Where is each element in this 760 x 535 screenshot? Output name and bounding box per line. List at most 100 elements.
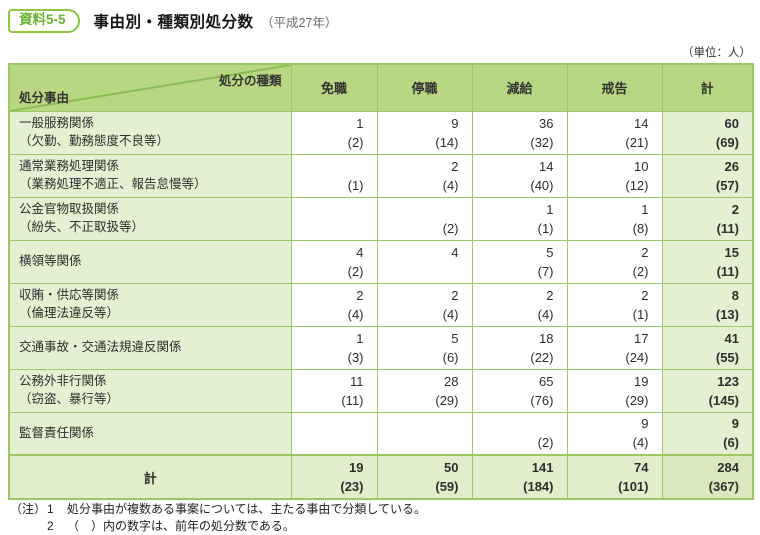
data-cell-pay-cut: 1 (1): [471, 196, 568, 241]
column-header-suspension: 停職: [376, 63, 473, 112]
data-cell-total: 123 (145): [661, 368, 754, 413]
data-cell-dismissal: 1 (3): [290, 325, 378, 370]
note-number: 1: [47, 502, 54, 516]
row-label-cell: 通常業務処理関係 （業務処理不適正、報告怠慢等）: [8, 153, 292, 198]
row-label-cell: 収賄・供応等関係 （倫理法違反等）: [8, 282, 292, 327]
corner-label-reason: 処分事由: [19, 90, 70, 105]
note-prefix-spacer: [10, 519, 40, 535]
data-cell-pay-cut: (2): [471, 411, 568, 456]
total-cell-pay-cut: 141 (184): [471, 454, 568, 500]
data-cell-dismissal: 11 (11): [290, 368, 378, 413]
data-cell-reprimand: 19 (29): [566, 368, 663, 413]
row-sublabel: （倫理法違反等）: [19, 305, 120, 320]
data-cell-reprimand: 2 (2): [566, 239, 663, 284]
data-cell-suspension: 2 (4): [376, 282, 473, 327]
table-row: 通常業務処理関係 （業務処理不適正、報告怠慢等） (1) 2 (4) 14 (40)…: [8, 153, 754, 198]
data-cell-dismissal: (1): [290, 153, 378, 198]
row-sublabel: （窃盗、暴行等）: [19, 391, 120, 406]
row-sublabel: （業務処理不適正、報告怠慢等）: [19, 176, 207, 191]
data-cell-reprimand: 9 (4): [566, 411, 663, 456]
data-cell-total: 26 (57): [661, 153, 754, 198]
row-sublabel: （欠勤、勤務態度不良等）: [19, 133, 170, 148]
data-cell-suspension: 28 (29): [376, 368, 473, 413]
data-cell-suspension: [376, 411, 473, 456]
header-row: 処分の種類 処分事由 免職 停職 減給 戒告 計: [8, 63, 754, 112]
row-label: 公務外非行関係: [19, 374, 107, 388]
data-cell-dismissal: [290, 411, 378, 456]
disposition-table: 処分の種類 処分事由 免職 停職 減給 戒告 計 一般服務関係 （欠勤、勤務態度…: [8, 63, 754, 500]
row-sublabel: （紛失、不正取扱等）: [19, 219, 145, 234]
corner-label-type: 処分の種類: [218, 74, 282, 88]
column-header-reprimand: 戒告: [566, 63, 663, 112]
row-label: 収賄・供応等関係: [19, 288, 120, 302]
data-cell-reprimand: 2 (1): [566, 282, 663, 327]
note-text: 処分事由が複数ある事案については、主たる事由で分類している。: [67, 502, 427, 516]
data-cell-total: 8 (13): [661, 282, 754, 327]
row-label: 監督責任関係: [19, 425, 95, 440]
data-cell-total: 60 (69): [661, 110, 754, 155]
row-label-cell: 一般服務関係 （欠勤、勤務態度不良等）: [8, 110, 292, 155]
row-label-cell: 公金官物取扱関係 （紛失、不正取扱等）: [8, 196, 292, 241]
table-row: 公金官物取扱関係 （紛失、不正取扱等） (2) 1 (1) 1 (8) 2 (11): [8, 196, 754, 241]
data-cell-reprimand: 10 (12): [566, 153, 663, 198]
row-label-cell: 横領等関係: [8, 239, 292, 284]
table-row: 一般服務関係 （欠勤、勤務態度不良等） 1 (2) 9 (14) 36 (32) 14…: [8, 110, 754, 155]
page-title-note: （平成27年）: [260, 15, 338, 30]
total-row: 計 19 (23) 50 (59) 141 (184) 74 (101) 284 (367…: [8, 454, 754, 500]
data-cell-total: 15 (11): [661, 239, 754, 284]
data-cell-pay-cut: 14 (40): [471, 153, 568, 198]
data-cell-reprimand: 1 (8): [566, 196, 663, 241]
page-header: 資料5-5 事由別・種類別処分数 （平成27年）: [8, 9, 337, 33]
table-row: 監督責任関係 (2) 9 (4) 9 (6): [8, 411, 754, 456]
page-title: 事由別・種類別処分数: [93, 13, 254, 31]
total-cell-grand-total: 284 (367): [661, 454, 754, 500]
row-label-cell: 公務外非行関係 （窃盗、暴行等）: [8, 368, 292, 413]
data-cell-total: 41 (55): [661, 325, 754, 370]
data-cell-pay-cut: 36 (32): [471, 110, 568, 155]
data-cell-reprimand: 14 (21): [566, 110, 663, 155]
data-cell-suspension: 2 (4): [376, 153, 473, 198]
total-cell-reprimand: 74 (101): [566, 454, 663, 500]
column-header-total: 計: [661, 63, 754, 112]
note-prefix: （注）: [10, 502, 47, 516]
total-cell-dismissal: 19 (23): [290, 454, 378, 500]
data-cell-dismissal: [290, 196, 378, 241]
data-cell-total: 2 (11): [661, 196, 754, 241]
table-row: 横領等関係 4 (2) 4 5 (7) 2 (2) 15 (11): [8, 239, 754, 284]
data-cell-pay-cut: 2 (4): [471, 282, 568, 327]
row-label: 一般服務関係: [19, 116, 95, 130]
data-cell-suspension: 4: [376, 239, 473, 284]
row-label: 公金官物取扱関係: [19, 202, 120, 216]
data-cell-suspension: 9 (14): [376, 110, 473, 155]
table-row: 交通事故・交通法規違反関係 1 (3) 5 (6) 18 (22) 17 (24) 41…: [8, 325, 754, 370]
data-cell-pay-cut: 5 (7): [471, 239, 568, 284]
data-cell-dismissal: 2 (4): [290, 282, 378, 327]
data-cell-pay-cut: 18 (22): [471, 325, 568, 370]
unit-label: （単位：人）: [682, 47, 751, 59]
total-cell-suspension: 50 (59): [376, 454, 473, 500]
table-row: 収賄・供応等関係 （倫理法違反等） 2 (4) 2 (4) 2 (4) 2 (1) 8(…: [8, 282, 754, 327]
column-header-dismissal: 免職: [290, 63, 378, 112]
table-row: 公務外非行関係 （窃盗、暴行等） 11 (11) 28 (29) 65 (76) 19…: [8, 368, 754, 413]
footnotes: （注） 1 処分事由が複数ある事案については、主たる事由で分類している。 2 （…: [10, 502, 752, 534]
column-header-pay-cut: 減給: [471, 63, 568, 112]
data-cell-reprimand: 17 (24): [566, 325, 663, 370]
note-text: （ ）内の数字は、前年の処分数である。: [67, 518, 295, 533]
data-cell-dismissal: 4 (2): [290, 239, 378, 284]
note-number: 2: [47, 518, 54, 533]
total-row-label: 計: [8, 454, 292, 500]
row-label: 通常業務処理関係: [19, 159, 120, 173]
data-cell-suspension: (2): [376, 196, 473, 241]
data-cell-total: 9 (6): [661, 411, 754, 456]
row-label: 交通事故・交通法規違反関係: [19, 339, 182, 354]
row-label: 横領等関係: [19, 253, 82, 268]
row-label-cell: 監督責任関係: [8, 411, 292, 456]
table-body: 一般服務関係 （欠勤、勤務態度不良等） 1 (2) 9 (14) 36 (32) 14…: [8, 110, 754, 456]
data-cell-dismissal: 1 (2): [290, 110, 378, 155]
data-cell-pay-cut: 65 (76): [471, 368, 568, 413]
row-label-cell: 交通事故・交通法規違反関係: [8, 325, 292, 370]
corner-cell: 処分の種類 処分事由: [8, 63, 292, 112]
doc-ref-badge: 資料5-5: [8, 9, 80, 33]
title-wrap: 事由別・種類別処分数 （平成27年）: [94, 10, 338, 32]
